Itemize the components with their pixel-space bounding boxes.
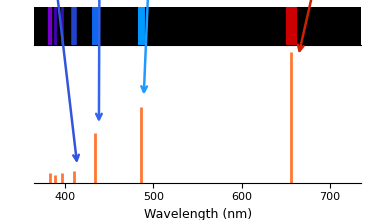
Text: 410 nm: 410 nm <box>36 0 79 161</box>
Text: 656 nm: 656 nm <box>298 0 340 51</box>
Text: 434 nm: 434 nm <box>80 0 119 119</box>
X-axis label: Wavelength (nm): Wavelength (nm) <box>144 208 252 220</box>
Text: 486 nm: 486 nm <box>130 0 170 92</box>
